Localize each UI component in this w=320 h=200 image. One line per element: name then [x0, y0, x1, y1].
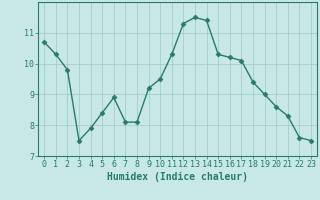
- X-axis label: Humidex (Indice chaleur): Humidex (Indice chaleur): [107, 172, 248, 182]
